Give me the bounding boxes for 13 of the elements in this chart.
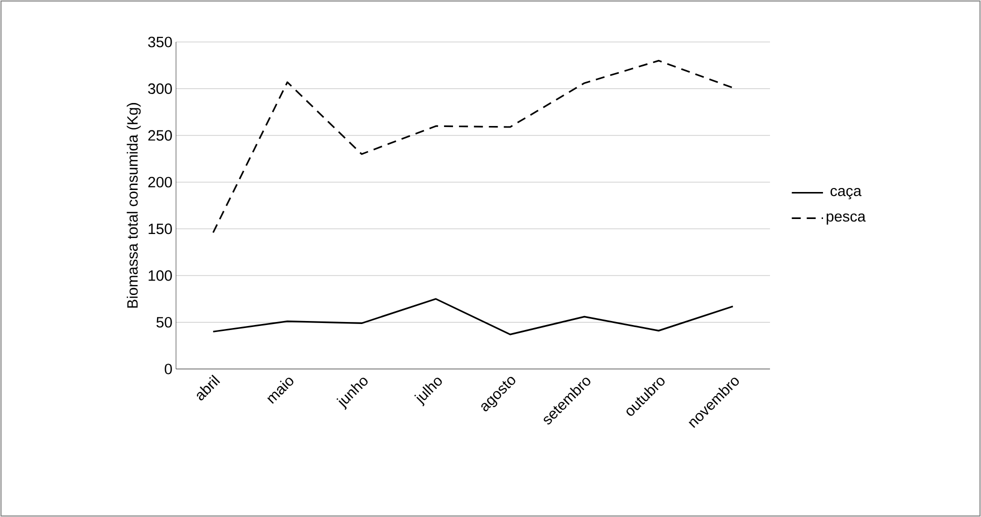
y-tick-label: 250 — [148, 130, 172, 141]
legend-label: caça — [830, 188, 862, 200]
y-tick-label: 0 — [164, 364, 172, 374]
y-tick-label: 300 — [148, 83, 172, 94]
y-tick-label: 100 — [148, 270, 172, 281]
line-series — [212, 298, 734, 336]
y-tick-label: 50 — [156, 316, 172, 328]
line-series — [212, 60, 734, 234]
y-tick-label: 150 — [148, 224, 172, 234]
y-tick-label: 200 — [148, 176, 172, 188]
y-tick-label: 350 — [148, 36, 172, 48]
y-axis-title: Biomassa total consumida (Kg) — [126, 103, 141, 308]
legend-label: pesca — [826, 213, 866, 225]
